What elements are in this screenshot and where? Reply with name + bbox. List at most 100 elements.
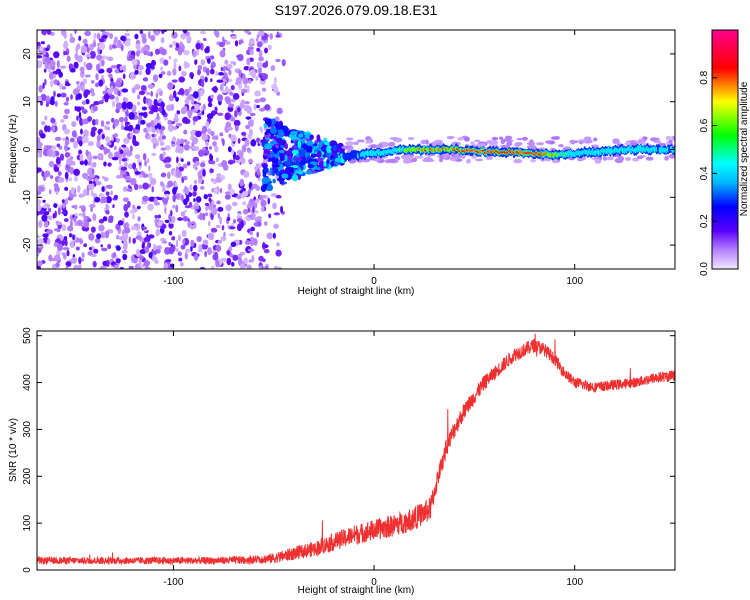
spectrogram-cell (188, 201, 193, 208)
spectrogram-cell (71, 120, 77, 128)
spectrogram-cell (202, 239, 209, 245)
spectrogram-cell (184, 88, 190, 97)
spectrogram-cell (105, 205, 110, 211)
spectrogram-cell (249, 236, 255, 242)
spectrogram-cell (290, 130, 298, 136)
spectrogram-cell (190, 74, 194, 80)
spectrogram-cell (164, 190, 171, 196)
spectrogram-cell (37, 199, 42, 205)
spectrogram-cell (37, 55, 43, 59)
spectrogram-cell (268, 157, 277, 162)
spectrogram-cell (205, 121, 210, 128)
spectrogram-cell (115, 95, 120, 104)
spectrogram-cell (253, 103, 257, 111)
spectrogram-cell (212, 253, 219, 261)
spectrogram-cell (248, 78, 252, 84)
spectrogram-cell (649, 137, 658, 142)
spectrogram-cell (150, 120, 155, 128)
spectrogram-cell (120, 35, 125, 41)
spectrogram-cell (310, 153, 317, 158)
spectrogram-cell (115, 102, 123, 110)
spectrogram-cell (281, 173, 289, 179)
spectrogram-cell (128, 236, 131, 244)
colorbar-label: Normalized spectral amplitude (739, 81, 750, 216)
spectrogram-cell (150, 34, 156, 42)
spectrogram-cell (122, 64, 127, 73)
spectrogram-cell (254, 90, 261, 97)
spectrogram-cell (83, 89, 91, 96)
spectrogram-cell (266, 232, 273, 240)
spectrogram-cell (204, 76, 208, 83)
spectrogram-cell (281, 59, 286, 67)
spectrogram-cell (240, 263, 246, 269)
spectrogram-cell (178, 162, 182, 167)
spectrogram-cell (168, 55, 172, 60)
spectrogram-cell (238, 69, 242, 78)
spectrogram-cell (43, 221, 49, 228)
spectrogram-cell (237, 53, 244, 62)
spectrogram-cell (96, 140, 101, 149)
spectrogram-cell (167, 124, 174, 132)
spectrogram-cell (189, 184, 193, 191)
spectrogram-cell (142, 152, 147, 161)
spectrogram-cell (112, 204, 115, 209)
spectrogram-cell (262, 194, 267, 199)
spectrogram-cell (234, 110, 238, 118)
spectrogram-cell (154, 214, 158, 219)
spectrogram-cell (249, 69, 256, 77)
spectrogram-cell (225, 204, 232, 212)
spectrogram-cell (230, 35, 238, 40)
spectrogram-cell (69, 33, 73, 38)
spectrogram-cell (514, 142, 521, 147)
spectrogram-cell (119, 65, 123, 71)
spectrogram-cell (219, 83, 224, 92)
spectrogram-cell (129, 74, 136, 79)
spectrogram-cell (191, 99, 195, 105)
spectrogram-cell (207, 128, 212, 135)
spectrogram-cell (267, 44, 272, 50)
spectrogram-cell (195, 130, 202, 138)
spectrogram-cell (203, 152, 208, 156)
spectrogram-cell (73, 176, 78, 182)
spectrogram-cell (268, 213, 272, 219)
spectrogram-cell (323, 160, 327, 167)
spectrogram-cell (46, 145, 54, 149)
spectrogram-cell (48, 215, 53, 221)
spectrogram-cell (170, 209, 173, 217)
spectrogram-cell (72, 88, 80, 96)
spectrogram-cell (183, 129, 188, 135)
spectrogram-cell (107, 217, 114, 224)
spectrogram-cell (38, 186, 45, 192)
spectrogram-cell (78, 35, 82, 41)
spectrogram-cell (273, 223, 279, 229)
spectrogram-cell (79, 118, 84, 126)
spectrogram-cell (55, 262, 60, 268)
spectrogram-cell (92, 155, 98, 160)
spectrogram-cell (39, 46, 44, 52)
spectrogram-cell (219, 187, 223, 194)
spectrogram-cell (182, 116, 189, 124)
spectrogram-cell (210, 265, 215, 269)
spectrogram-cell (500, 144, 510, 149)
spectrogram-cell (194, 103, 200, 111)
spectrogram-cell (175, 171, 182, 178)
spectrogram-cell (129, 145, 133, 153)
spectrogram-cell (183, 49, 190, 56)
spectrogram-cell (56, 221, 63, 226)
spectrogram-cell (98, 42, 106, 51)
spectrogram-cell (164, 163, 172, 169)
spectrogram-cell (522, 136, 529, 141)
spectrogram-cell (200, 42, 204, 51)
spectrogram-cell (470, 141, 475, 146)
spectrogram-cell (334, 157, 342, 163)
spectrogram-cell (177, 251, 183, 256)
spectrogram-cell (284, 154, 288, 162)
spectrogram-cell (85, 62, 93, 71)
spectrogram-cell (115, 174, 123, 179)
spectrogram-cell (226, 250, 231, 256)
spectrogram-cell (82, 78, 87, 85)
spectrogram-cell (193, 253, 199, 261)
spectrogram-cell (55, 156, 61, 165)
spectrogram-cell (209, 153, 213, 160)
spectrogram-cell (57, 177, 65, 183)
